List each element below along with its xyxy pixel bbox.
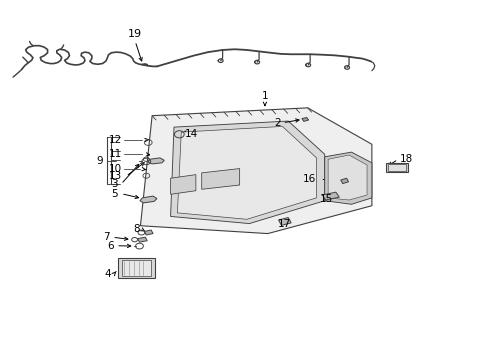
Text: 2: 2 bbox=[273, 118, 280, 128]
Text: 14: 14 bbox=[185, 129, 198, 139]
Polygon shape bbox=[278, 217, 290, 225]
Text: 18: 18 bbox=[399, 154, 412, 164]
Text: 4: 4 bbox=[104, 269, 111, 279]
Polygon shape bbox=[144, 230, 153, 235]
Polygon shape bbox=[170, 121, 324, 224]
Polygon shape bbox=[148, 158, 164, 164]
Polygon shape bbox=[324, 152, 371, 204]
Text: 17: 17 bbox=[277, 219, 290, 229]
Polygon shape bbox=[140, 196, 157, 203]
Text: 5: 5 bbox=[111, 189, 118, 199]
FancyBboxPatch shape bbox=[118, 257, 154, 278]
Text: 12: 12 bbox=[108, 135, 122, 145]
Text: 6: 6 bbox=[107, 241, 114, 251]
Polygon shape bbox=[340, 178, 348, 184]
Polygon shape bbox=[137, 237, 147, 242]
Polygon shape bbox=[177, 126, 316, 219]
Text: 7: 7 bbox=[102, 232, 109, 242]
Polygon shape bbox=[301, 117, 308, 121]
Polygon shape bbox=[201, 168, 239, 189]
FancyBboxPatch shape bbox=[122, 260, 150, 276]
Text: 8: 8 bbox=[133, 224, 139, 234]
Polygon shape bbox=[170, 175, 196, 194]
FancyBboxPatch shape bbox=[386, 163, 407, 172]
Text: 9: 9 bbox=[96, 156, 102, 166]
Text: 10: 10 bbox=[109, 164, 122, 174]
Text: 13: 13 bbox=[108, 171, 122, 181]
Polygon shape bbox=[140, 108, 371, 234]
Polygon shape bbox=[327, 155, 366, 200]
Text: 1: 1 bbox=[261, 91, 268, 102]
Polygon shape bbox=[322, 192, 339, 200]
Text: 15: 15 bbox=[319, 194, 332, 203]
Text: 19: 19 bbox=[128, 29, 142, 39]
Text: 3: 3 bbox=[111, 179, 118, 189]
Text: 11: 11 bbox=[108, 149, 122, 159]
Text: 16: 16 bbox=[303, 174, 316, 184]
FancyBboxPatch shape bbox=[387, 164, 405, 171]
